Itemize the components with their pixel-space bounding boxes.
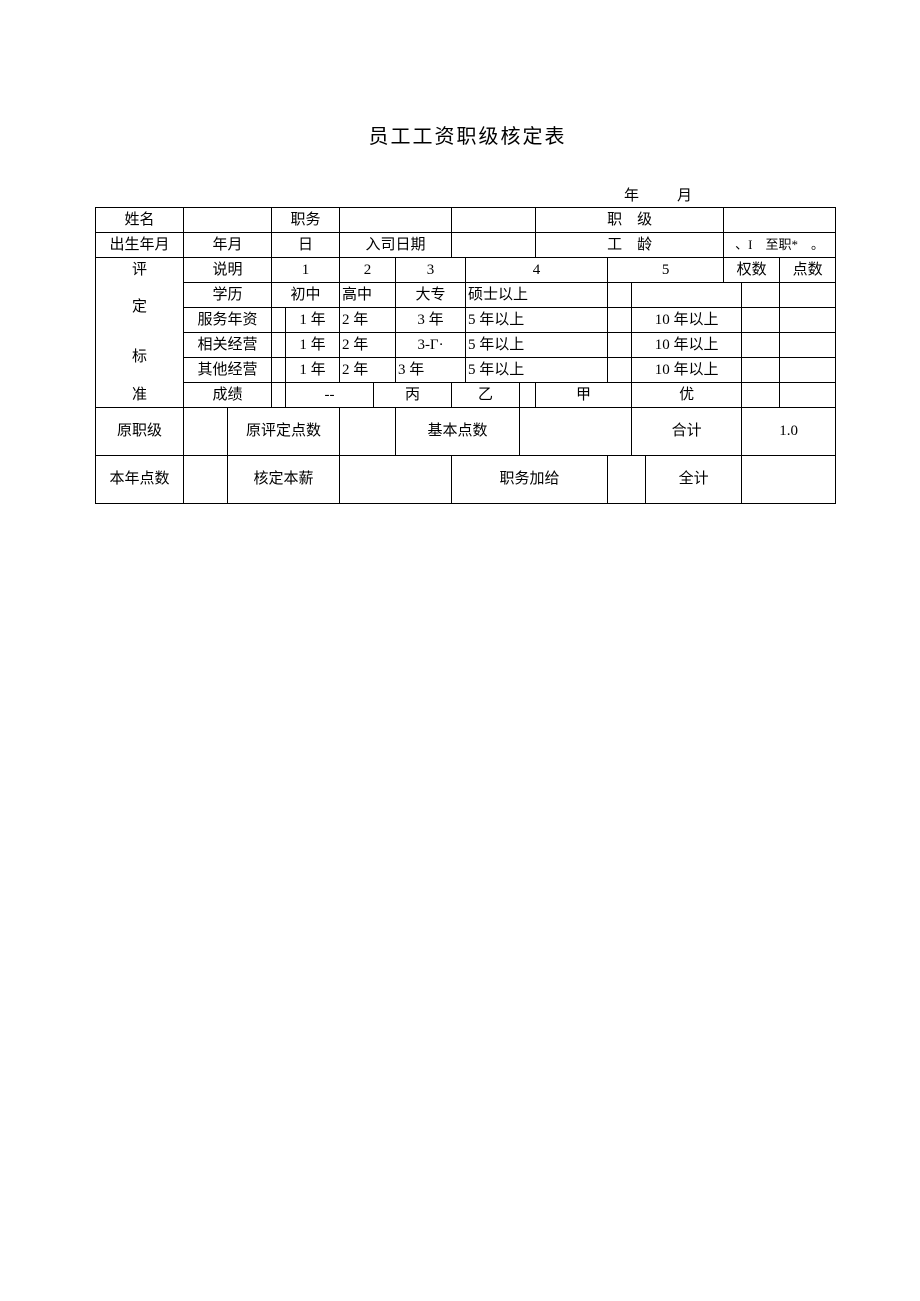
eval-r1-c4: 5 年以上 [466,308,608,333]
label-join: 入司日期 [340,233,452,258]
eval-r2-label: 相关经营 [184,333,272,358]
eval-r4-label: 成绩 [184,383,272,408]
eval-r2-s [780,333,836,358]
date-line: 年月 [95,184,840,205]
eval-r0-c4: 硕士以上 [466,283,608,308]
eval-r3-c1: 1 年 [286,358,340,383]
eval-r1-label: 服务年资 [184,308,272,333]
eval-r4-c5: 优 [632,383,742,408]
eval-r1-c3: 3 年 [396,308,466,333]
eval-col-3: 3 [396,258,466,283]
eval-r2-gap1 [272,333,286,358]
rank-value [724,208,836,233]
eval-r1-gap1 [272,308,286,333]
eval-r1-c2: 2 年 [340,308,396,333]
eval-r3-w [742,358,780,383]
label-base-points: 基本点数 [396,408,520,456]
eval-col-score: 点数 [780,258,836,283]
eval-r0-c5 [632,283,742,308]
eval-r2-w [742,333,780,358]
eval-r1-w [742,308,780,333]
label-position: 职务 [272,208,340,233]
position-value-2 [452,208,536,233]
orig-points-value [340,408,396,456]
eval-col-2: 2 [340,258,396,283]
eval-r3-label: 其他经营 [184,358,272,383]
eval-r4-c3: 乙 [452,383,520,408]
eval-col-5: 5 [608,258,724,283]
eval-r2-c4: 5 年以上 [466,333,608,358]
eval-r0-w [742,283,780,308]
eval-r3-c2: 2 年 [340,358,396,383]
label-year-points: 本年点数 [96,456,184,504]
eval-r4-gap1 [272,383,286,408]
label-orig-rank: 原职级 [96,408,184,456]
eval-group-0: 评 [96,258,184,283]
label-position-add: 职务加给 [452,456,608,504]
eval-r4-w [742,383,780,408]
birth-ym: 年月 [184,233,272,258]
total-value: 1.0 [742,408,836,456]
eval-r3-gap1 [272,358,286,383]
label-total: 合计 [632,408,742,456]
label-name: 姓名 [96,208,184,233]
name-value [184,208,272,233]
label-orig-points: 原评定点数 [228,408,340,456]
eval-col-desc: 说明 [184,258,272,283]
year-points-value [184,456,228,504]
eval-col-4: 4 [466,258,608,283]
label-grand-total: 全计 [646,456,742,504]
label-base-salary: 核定本薪 [228,456,340,504]
eval-r1-s [780,308,836,333]
eval-r1-gap2 [608,308,632,333]
eval-r1-c5: 10 年以上 [632,308,742,333]
label-rank: 职 级 [536,208,724,233]
position-value [340,208,452,233]
seniority-value: 、I 至职* 。 [724,233,836,258]
base-salary-value [340,456,452,504]
eval-r3-c5: 10 年以上 [632,358,742,383]
eval-col-1: 1 [272,258,340,283]
eval-r0-s [780,283,836,308]
join-value [452,233,536,258]
eval-r2-gap2 [608,333,632,358]
eval-r0-c3: 大专 [396,283,466,308]
eval-r2-c3: 3-Γ· [396,333,466,358]
eval-r0-gap [608,283,632,308]
eval-group-3: 准 [96,383,184,408]
eval-col-weight: 权数 [724,258,780,283]
eval-r2-c5: 10 年以上 [632,333,742,358]
label-seniority: 工 龄 [536,233,724,258]
eval-r4-gap2 [520,383,536,408]
form-title: 员工工资职级核定表 [95,120,840,149]
base-points-value [520,408,632,456]
eval-group-1: 定 [96,283,184,333]
eval-r4-c1: -- [286,383,374,408]
eval-r4-s [780,383,836,408]
eval-r1-c1: 1 年 [286,308,340,333]
eval-r0-label: 学历 [184,283,272,308]
eval-r4-c4: 甲 [536,383,632,408]
eval-r3-gap2 [608,358,632,383]
eval-r2-c2: 2 年 [340,333,396,358]
label-birth: 出生年月 [96,233,184,258]
grand-total-value [742,456,836,504]
eval-r0-c1: 初中 [272,283,340,308]
eval-r2-c1: 1 年 [286,333,340,358]
eval-r3-s [780,358,836,383]
form-table: 姓名 职务 职 级 出生年月 年月 日 入司日期 工 龄 、I 至职* 。 评 … [95,207,836,504]
eval-r4-c2: 丙 [374,383,452,408]
eval-r0-c2: 高中 [340,283,396,308]
eval-r3-c3: 3 年 [396,358,466,383]
orig-rank-value [184,408,228,456]
eval-r3-c4: 5 年以上 [466,358,608,383]
birth-day: 日 [272,233,340,258]
eval-group-2: 标 [96,333,184,383]
position-add-value [608,456,646,504]
